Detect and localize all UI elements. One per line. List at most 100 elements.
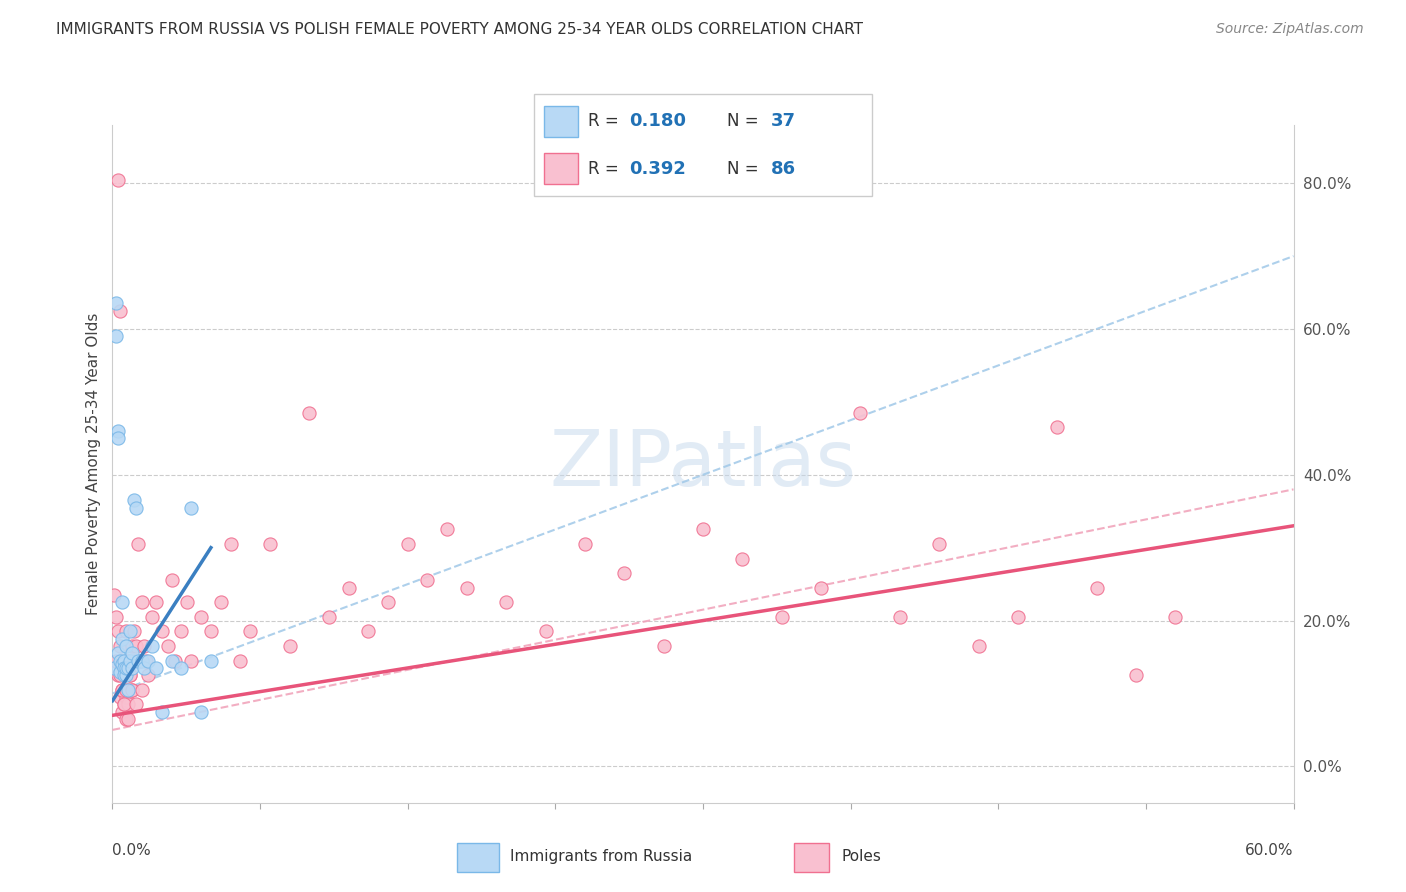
Point — [377, 595, 399, 609]
Point — [150, 705, 173, 719]
Point — [132, 661, 155, 675]
Point — [190, 705, 212, 719]
Point — [436, 523, 458, 537]
Text: 86: 86 — [770, 160, 796, 178]
Point — [107, 624, 129, 639]
Point — [692, 523, 714, 537]
Point — [103, 588, 125, 602]
Text: R =: R = — [588, 160, 624, 178]
Point — [170, 624, 193, 639]
Point — [105, 654, 128, 668]
Point — [135, 654, 157, 668]
Point — [117, 712, 139, 726]
Text: Source: ZipAtlas.com: Source: ZipAtlas.com — [1216, 22, 1364, 37]
Point — [141, 610, 163, 624]
Point — [170, 661, 193, 675]
Y-axis label: Female Poverty Among 25-34 Year Olds: Female Poverty Among 25-34 Year Olds — [86, 313, 101, 615]
Point — [200, 624, 222, 639]
Point — [209, 595, 232, 609]
Point — [115, 661, 138, 675]
Point — [131, 682, 153, 697]
Point — [160, 574, 183, 588]
Point — [122, 493, 145, 508]
Text: 0.392: 0.392 — [628, 160, 686, 178]
Point — [111, 632, 134, 646]
Point — [120, 654, 142, 668]
Point — [357, 624, 380, 639]
Point — [145, 595, 167, 609]
Point — [121, 639, 143, 653]
Point — [105, 296, 128, 310]
Bar — [544, 106, 578, 136]
Point — [115, 668, 138, 682]
Point — [416, 574, 439, 588]
Text: N =: N = — [727, 160, 763, 178]
Point — [160, 654, 183, 668]
Bar — [794, 843, 830, 872]
Point — [111, 682, 134, 697]
Point — [110, 668, 132, 682]
Point — [110, 303, 132, 318]
Point — [176, 595, 198, 609]
Point — [115, 639, 138, 653]
Point — [229, 654, 252, 668]
Text: 0.180: 0.180 — [628, 112, 686, 130]
Point — [180, 654, 202, 668]
Point — [156, 639, 179, 653]
Text: ZIPatlas: ZIPatlas — [550, 425, 856, 502]
Text: R =: R = — [588, 112, 624, 130]
Point — [456, 581, 478, 595]
Point — [278, 639, 301, 653]
Text: Poles: Poles — [841, 849, 882, 863]
Point — [111, 654, 134, 668]
Point — [337, 581, 360, 595]
Point — [110, 690, 132, 705]
Point — [112, 654, 135, 668]
Point — [115, 690, 138, 705]
Text: IMMIGRANTS FROM RUSSIA VS POLISH FEMALE POVERTY AMONG 25-34 YEAR OLDS CORRELATIO: IMMIGRANTS FROM RUSSIA VS POLISH FEMALE … — [56, 22, 863, 37]
Point — [141, 639, 163, 653]
Point — [1164, 610, 1187, 624]
Point — [165, 654, 187, 668]
Point — [105, 610, 128, 624]
Point — [129, 654, 152, 668]
Point — [122, 624, 145, 639]
Bar — [457, 843, 499, 872]
Point — [534, 624, 557, 639]
Point — [122, 654, 145, 668]
Point — [120, 624, 142, 639]
Point — [125, 639, 148, 653]
Point — [318, 610, 340, 624]
FancyBboxPatch shape — [534, 94, 872, 196]
Point — [112, 668, 135, 682]
Point — [121, 646, 143, 660]
Point — [111, 682, 134, 697]
Point — [103, 661, 125, 675]
Point — [1007, 610, 1029, 624]
Point — [107, 431, 129, 445]
Point — [115, 712, 138, 726]
Point — [613, 566, 636, 581]
Point — [117, 682, 139, 697]
Text: Immigrants from Russia: Immigrants from Russia — [510, 849, 693, 863]
Point — [107, 172, 129, 186]
Point — [495, 595, 517, 609]
Point — [111, 657, 134, 672]
Point — [889, 610, 911, 624]
Point — [770, 610, 793, 624]
Point — [125, 500, 148, 515]
Point — [110, 665, 132, 679]
Point — [110, 654, 132, 668]
Point — [1125, 668, 1147, 682]
Point — [107, 668, 129, 682]
Point — [112, 698, 135, 712]
Point — [136, 668, 159, 682]
Point — [1046, 420, 1069, 434]
Point — [120, 668, 142, 682]
Point — [127, 654, 149, 668]
Point — [107, 424, 129, 438]
Point — [117, 654, 139, 668]
Text: 0.0%: 0.0% — [112, 843, 152, 858]
Point — [115, 682, 138, 697]
Point — [107, 646, 129, 660]
